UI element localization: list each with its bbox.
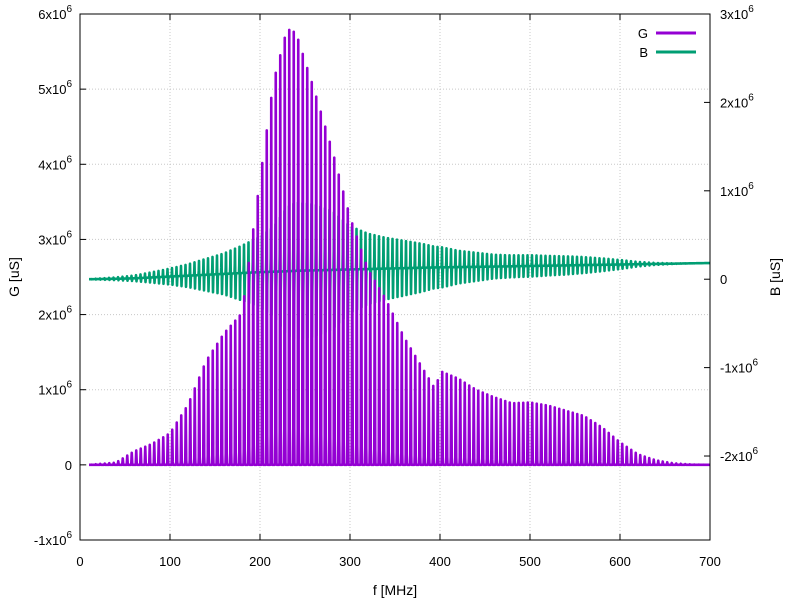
y-left-tick-label: 5x106 [38,79,72,97]
tick-labels: 0 100 200 300 400 500 600 700-1x10601x1062x1063… [34,4,759,569]
y-left-tick-label: 1x106 [38,380,72,398]
legend: G B [638,26,696,60]
y-left-tick-label: 4x106 [38,154,72,172]
x-tick-label: 700 [699,554,721,569]
y-left-tick-label: 2x106 [38,305,72,323]
y-right-tick-label: 1x106 [720,181,754,199]
x-tick-label: 400 [429,554,451,569]
x-axis-title: f [MHz] [373,582,417,598]
series-b-line [87,201,711,341]
y-right-axis-title: B [uS] [767,258,783,296]
y-right-tick-label: 3x106 [720,4,754,22]
y-right-tick-label: 2x106 [720,92,754,110]
x-tick-label: 0 [76,554,83,569]
legend-label-b: B [639,45,648,60]
y-left-axis-title: G [uS] [6,257,22,297]
y-left-tick-label: 0 [65,458,72,473]
series-g [87,28,711,467]
y-left-tick-label: 3x106 [38,229,72,247]
series-b [87,201,711,341]
x-tick-label: 300 [339,554,361,569]
ticks [79,13,711,541]
x-tick-label: 200 [249,554,271,569]
y-left-tick-label: 6x106 [38,4,72,22]
x-tick-label: 500 [519,554,541,569]
y-right-tick-label: 0 [720,272,727,287]
x-tick-label: 100 [159,554,181,569]
y-left-tick-label: -1x106 [34,530,73,548]
y-right-tick-label: -2x106 [720,446,759,464]
plot-frame [79,13,711,541]
legend-label-g: G [638,26,648,41]
series-g-line [87,28,711,467]
x-tick-label: 600 [609,554,631,569]
y-right-tick-label: -1x106 [720,358,759,376]
